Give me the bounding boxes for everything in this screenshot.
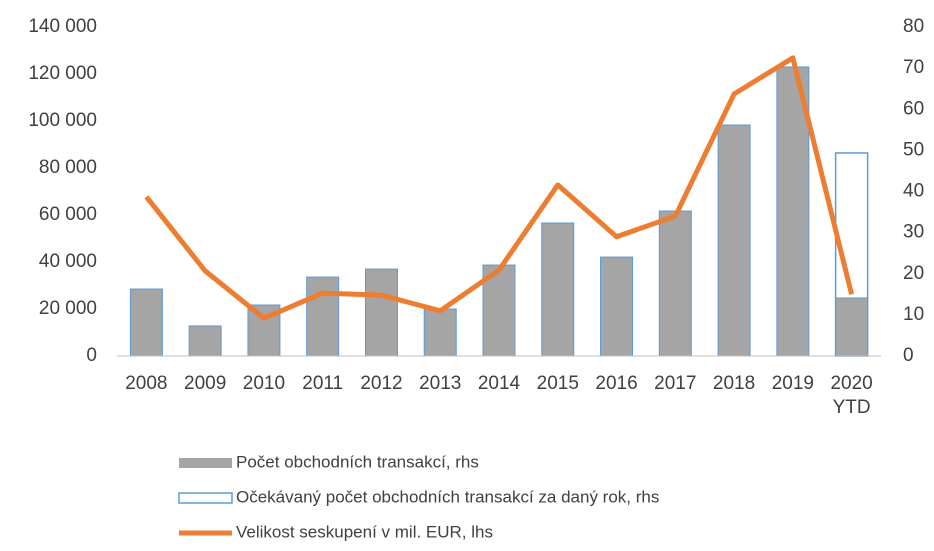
legend-label: Počet obchodních transakcí, rhs bbox=[236, 452, 479, 471]
x-tick-label: 2013 bbox=[419, 373, 461, 394]
x-tick-label: 2010 bbox=[243, 373, 285, 394]
x-tick-label: 2019 bbox=[772, 373, 814, 394]
legend-label: Velikost seskupení v mil. EUR, lhs bbox=[236, 522, 493, 541]
bar bbox=[306, 276, 340, 357]
y2-tick-label: 30 bbox=[903, 222, 924, 243]
x-tick-label: 2008 bbox=[125, 373, 167, 394]
legend-swatch bbox=[179, 458, 232, 468]
bar bbox=[600, 256, 634, 357]
y-tick-label: 120 000 bbox=[28, 63, 97, 84]
y-tick-label: 140 000 bbox=[28, 16, 97, 37]
x-tick-label: 2020 YTD bbox=[830, 373, 872, 418]
y2-tick-label: 80 bbox=[903, 16, 924, 37]
y-tick-label: 20 000 bbox=[39, 298, 97, 319]
y-tick-label: 0 bbox=[86, 345, 97, 366]
bar bbox=[188, 325, 222, 357]
line bbox=[144, 55, 855, 321]
y-tick-label: 100 000 bbox=[28, 110, 97, 131]
y2-tick-label: 60 bbox=[903, 98, 924, 119]
x-tick-label: 2017 bbox=[654, 373, 696, 394]
bar bbox=[835, 297, 869, 357]
bar bbox=[129, 288, 163, 357]
y2-tick-label: 70 bbox=[903, 57, 924, 78]
legend-swatch bbox=[178, 492, 233, 504]
y-tick-label: 60 000 bbox=[39, 204, 97, 225]
x-tick-label: 2011 bbox=[302, 373, 343, 394]
y-tick-label: 80 000 bbox=[39, 157, 97, 178]
x-tick-label: 2014 bbox=[478, 373, 521, 394]
bar bbox=[776, 66, 810, 357]
x-tick-label: 2012 bbox=[360, 373, 402, 394]
legend-label: Očekávaný počet obchodních transakcí za … bbox=[236, 487, 659, 506]
x-tick-label: 2009 bbox=[184, 373, 226, 394]
x-tick-label: 2018 bbox=[713, 373, 755, 394]
bar bbox=[364, 268, 398, 357]
y2-tick-label: 40 bbox=[903, 181, 924, 202]
y2-tick-label: 10 bbox=[903, 304, 924, 325]
bar bbox=[541, 222, 575, 357]
bar bbox=[658, 210, 692, 357]
y-tick-label: 40 000 bbox=[39, 251, 97, 272]
y2-tick-label: 20 bbox=[903, 263, 924, 284]
x-tick-label: 2016 bbox=[595, 373, 637, 394]
bar bbox=[423, 308, 457, 357]
y2-tick-label: 50 bbox=[903, 139, 924, 160]
bar bbox=[717, 124, 751, 357]
x-tick-label: 2015 bbox=[537, 373, 579, 394]
y2-tick-label: 0 bbox=[903, 345, 914, 366]
